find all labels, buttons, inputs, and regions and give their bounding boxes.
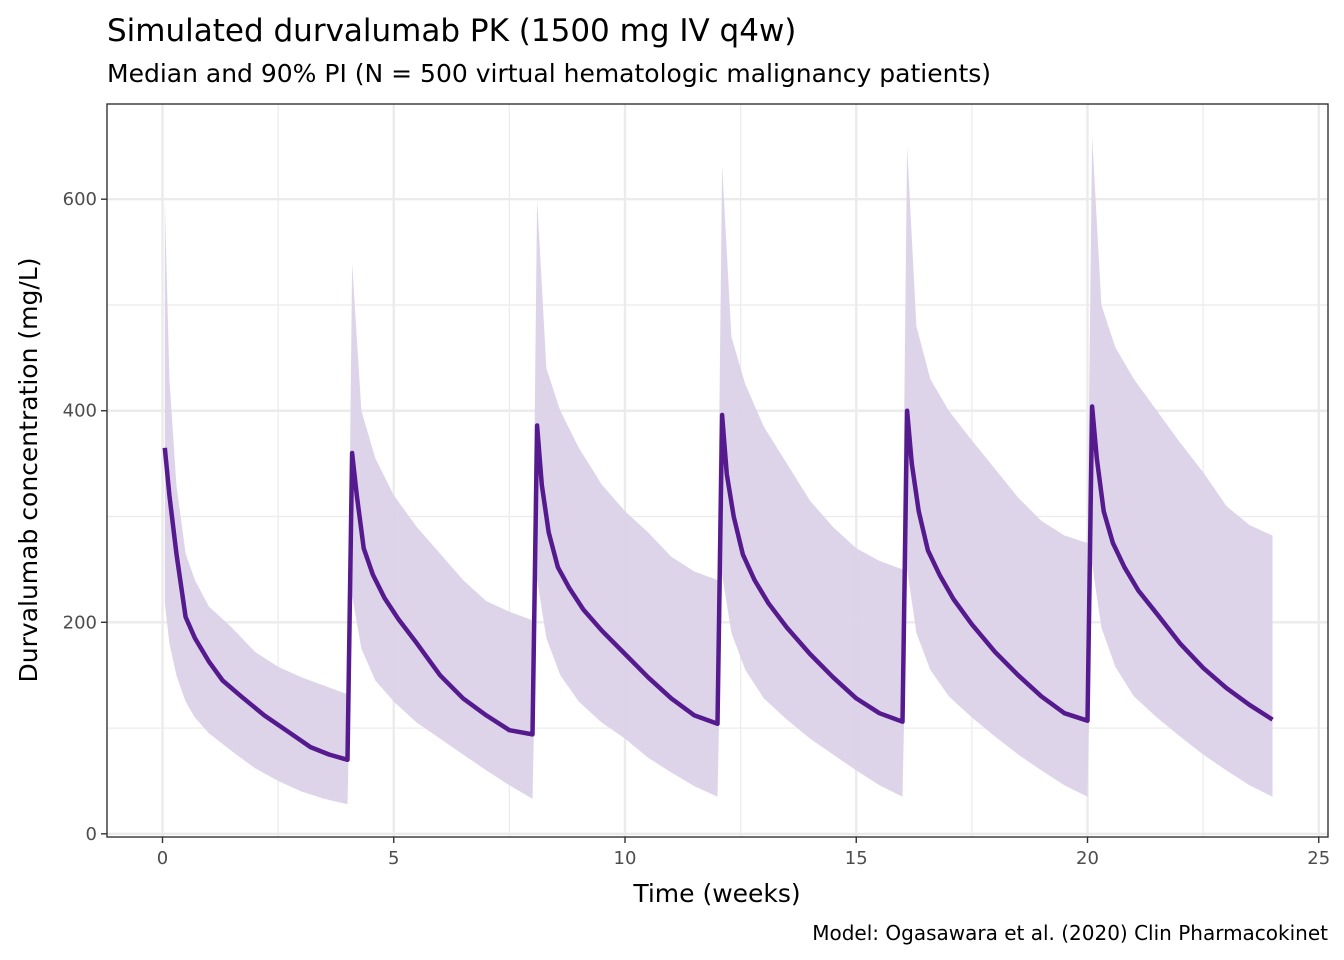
x-tick-label: 15: [845, 848, 868, 869]
x-axis: 0 5 10 15 20 25: [157, 837, 1330, 869]
x-axis-title: Time (weeks): [632, 879, 800, 908]
y-tick-label: 200: [63, 612, 97, 633]
y-tick-label: 600: [63, 189, 97, 210]
y-axis-title: Durvalumab concentration (mg/L): [14, 258, 43, 683]
y-axis: 0 200 400 600: [63, 189, 107, 845]
x-tick-label: 25: [1307, 848, 1330, 869]
y-tick-label: 0: [86, 824, 97, 845]
x-tick-label: 10: [614, 848, 637, 869]
y-tick-label: 400: [63, 401, 97, 422]
x-tick-label: 20: [1076, 848, 1099, 869]
chart-caption: Model: Ogasawara et al. (2020) Clin Phar…: [812, 921, 1328, 945]
x-tick-label: 5: [388, 848, 399, 869]
pi-90-band: [164, 135, 1273, 805]
x-tick-label: 0: [157, 848, 168, 869]
panel-border: [106, 103, 1329, 838]
median-line: [162, 404, 1274, 763]
chart-title: Simulated durvalumab PK (1500 mg IV q4w): [107, 13, 796, 49]
chart-subtitle: Median and 90% PI (N = 500 virtual hemat…: [107, 59, 991, 88]
